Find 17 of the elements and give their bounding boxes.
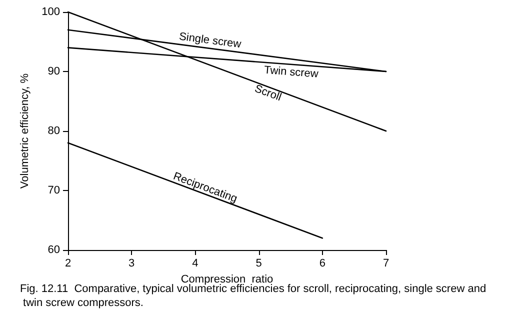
text: Single screw <box>178 30 242 51</box>
x-tick-label: 7 <box>382 258 390 270</box>
y-axis-title: Volumetric efficiency, % <box>19 73 32 189</box>
series-label: Twin screw <box>264 64 319 80</box>
y-tick-label: 100 <box>42 6 60 18</box>
y-tick-label: 60 <box>48 244 60 256</box>
x-tick-label: 6 <box>319 258 326 270</box>
x-tick-label: 2 <box>64 258 72 270</box>
text: Scroll <box>252 82 283 104</box>
x-tick-label: 4 <box>192 258 198 270</box>
caption: Fig. 12.11 Comparative, typical volumetric efficiencies for scroll, reciprocating, single screw and twin screw compressors. <box>20 283 486 309</box>
y-tick-label: 80 <box>48 125 60 137</box>
x-tick-label: 3 <box>128 258 135 270</box>
y-tick-label: 70 <box>48 184 60 196</box>
x-axis-title: Compression ratio <box>180 273 274 286</box>
x-tick-label: 5 <box>256 258 262 270</box>
y-tick-label: 90 <box>48 66 60 78</box>
